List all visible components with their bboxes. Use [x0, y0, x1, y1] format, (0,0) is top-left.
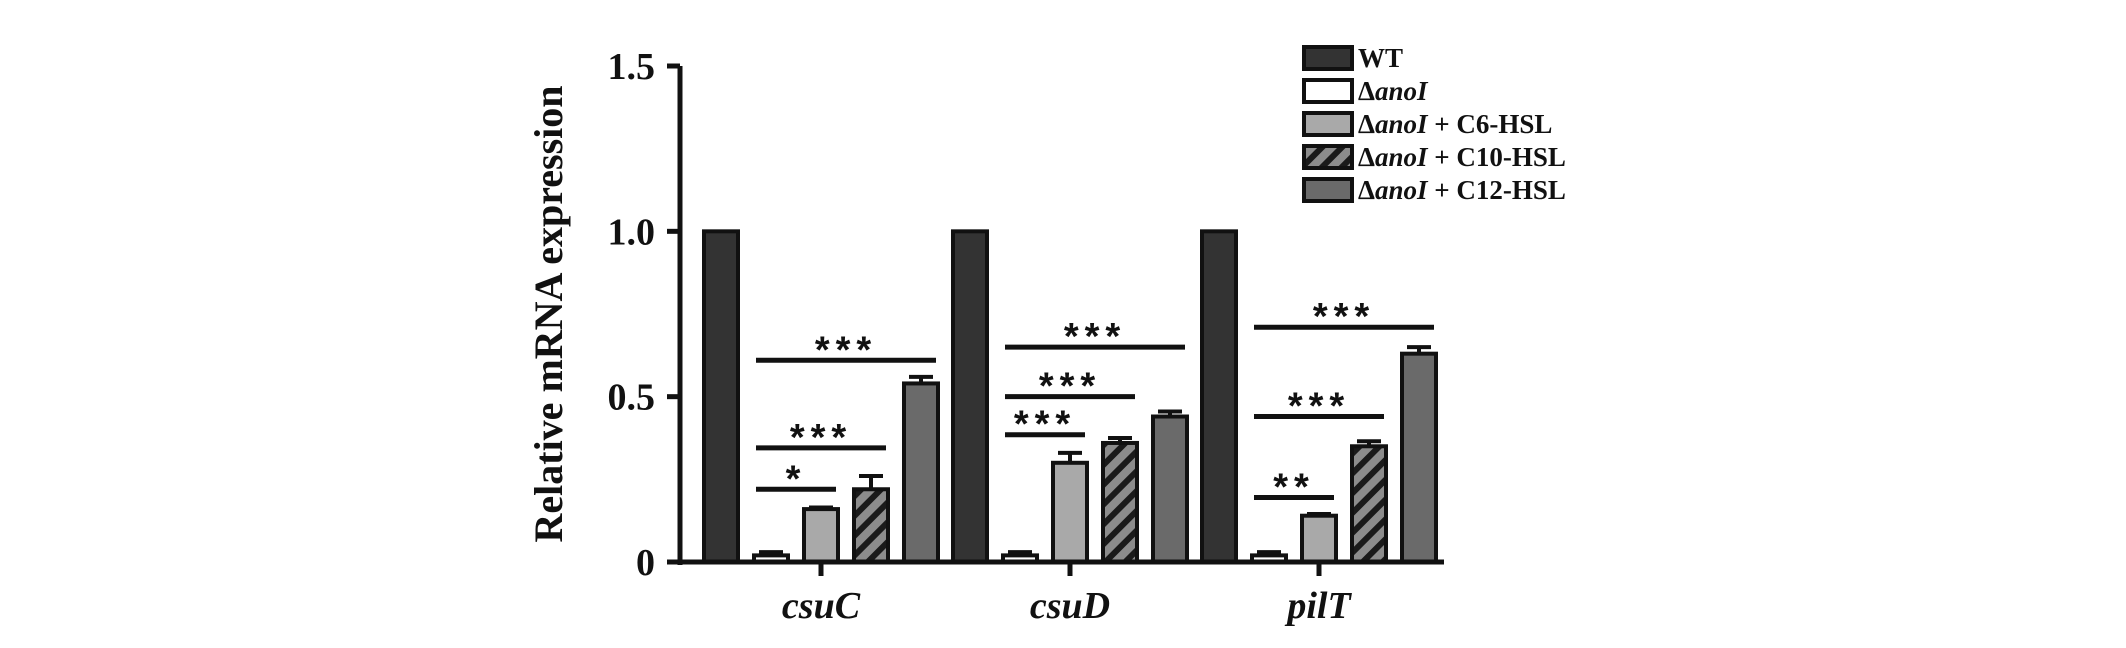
y-ticks: 0 0.5 1.0 1.5 — [608, 46, 680, 584]
legend-label: WT — [1358, 43, 1403, 73]
bar — [802, 507, 840, 564]
bar — [1200, 229, 1238, 564]
significance-label: ** — [1273, 467, 1315, 509]
bar — [702, 229, 740, 564]
bar — [951, 229, 989, 564]
significance-label: * — [786, 458, 807, 500]
y-tick-label: 1.0 — [608, 211, 656, 253]
x-category-label: csuC — [782, 585, 861, 627]
legend-swatch — [1302, 45, 1354, 71]
bar — [1051, 460, 1089, 564]
legend-swatch — [1302, 111, 1354, 137]
significance-label: *** — [815, 329, 877, 371]
x-category-label: pilT — [1284, 585, 1352, 627]
significance-label: *** — [1064, 316, 1126, 358]
x-category-label: csuD — [1030, 585, 1110, 627]
legend-label: ΔanoI + C12-HSL — [1358, 175, 1566, 205]
significance-label: *** — [1039, 366, 1101, 408]
legend-swatch — [1302, 177, 1354, 203]
significance-label: *** — [790, 417, 852, 459]
bar — [1300, 513, 1338, 564]
bar — [852, 487, 890, 564]
significance-label: *** — [1313, 296, 1375, 338]
legend-swatch — [1302, 144, 1354, 170]
bar — [1400, 351, 1438, 564]
bar — [1350, 444, 1388, 564]
x-categories: csuC csuD pilT — [782, 562, 1352, 627]
bar — [1151, 414, 1189, 564]
legend-label: ΔanoI + C10-HSL — [1358, 142, 1566, 172]
y-tick-label: 1.5 — [608, 46, 656, 88]
y-tick-label: 0 — [636, 542, 655, 584]
bar — [902, 381, 940, 564]
y-axis-label: Relative mRNA expression — [526, 86, 571, 543]
error-bars — [759, 345, 1431, 556]
significance-label: *** — [1288, 386, 1350, 428]
legend-label: ΔanoI + C6-HSL — [1358, 109, 1552, 139]
legend-label: ΔanoI — [1358, 76, 1429, 106]
legend-swatch — [1302, 78, 1354, 104]
y-tick-label: 0.5 — [608, 377, 656, 419]
bar — [1101, 440, 1139, 564]
significance-label: *** — [1014, 404, 1076, 446]
significance-annotations: ************************ — [756, 296, 1434, 509]
